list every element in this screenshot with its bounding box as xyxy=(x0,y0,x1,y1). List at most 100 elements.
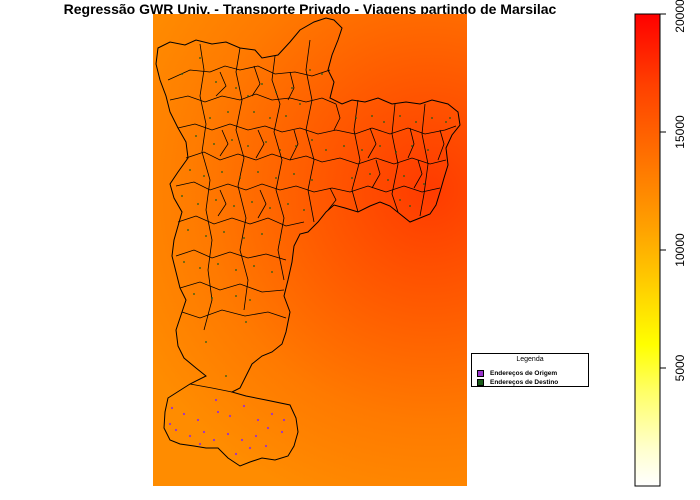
origin-point xyxy=(254,434,258,438)
destination-point xyxy=(205,235,207,237)
destination-point xyxy=(369,173,371,175)
destination-point xyxy=(251,201,253,203)
origin-point xyxy=(226,432,230,436)
colorbar-tick-label: 5000 xyxy=(673,354,687,381)
gwr-surface-raster xyxy=(153,14,467,486)
origin-point xyxy=(270,412,274,416)
origin-points xyxy=(168,398,286,456)
legend-title: Legenda xyxy=(516,356,544,363)
destination-point xyxy=(311,179,313,181)
legend: Legenda Endereços de Origem Endereços de… xyxy=(471,353,589,387)
city-boundary xyxy=(155,17,461,467)
destination-point xyxy=(265,141,267,143)
origin-point xyxy=(214,398,218,402)
destination-point xyxy=(293,173,295,175)
destination-point xyxy=(395,151,397,153)
destination-point xyxy=(197,203,199,205)
destination-point xyxy=(399,199,401,201)
colorbar-tick-label: 20000 xyxy=(673,0,687,33)
destination-point xyxy=(249,299,251,301)
destination-point xyxy=(199,57,201,59)
destination-point xyxy=(189,169,191,171)
destination-point xyxy=(271,271,273,273)
origin-point xyxy=(182,412,186,416)
destination-point xyxy=(427,149,429,151)
origin-point xyxy=(212,438,216,442)
destination-point xyxy=(187,229,189,231)
colorbar-tick-labels: 5000 10000 15000 20000 xyxy=(673,0,687,381)
destination-point xyxy=(411,145,413,147)
destination-point xyxy=(409,205,411,207)
destination-point xyxy=(275,91,277,93)
origin-point xyxy=(264,444,268,448)
legend-item-destination: Endereços de Destino xyxy=(477,378,558,386)
destination-point xyxy=(431,117,433,119)
colorbar-ticks xyxy=(660,13,666,369)
destination-point xyxy=(209,117,211,119)
origin-point xyxy=(240,438,244,442)
origin-point xyxy=(242,404,246,408)
destination-point xyxy=(279,149,281,151)
origin-point xyxy=(202,430,206,434)
destination-point xyxy=(233,205,235,207)
destination-point xyxy=(269,207,271,209)
origin-point xyxy=(248,446,252,450)
origin-point xyxy=(198,442,202,446)
destination-point xyxy=(321,73,323,75)
origin-point xyxy=(266,426,270,430)
origin-point xyxy=(216,410,220,414)
colorbar-gradient xyxy=(634,13,661,487)
colorbar-tick-label: 10000 xyxy=(673,233,687,267)
origin-point xyxy=(174,428,178,432)
legend-item-origin: Endereços de Origem xyxy=(477,369,557,377)
destination-point xyxy=(311,139,313,141)
destination-point xyxy=(399,115,401,117)
destination-point xyxy=(235,295,237,297)
destination-point xyxy=(371,115,373,117)
origin-point xyxy=(170,406,174,410)
destination-point xyxy=(217,263,219,265)
destination-point xyxy=(203,175,205,177)
destination-point xyxy=(215,81,217,83)
origin-point xyxy=(168,422,172,426)
destination-point xyxy=(261,233,263,235)
legend-swatch-destination xyxy=(477,378,484,386)
destination-point xyxy=(221,171,223,173)
origin-point xyxy=(256,418,260,422)
destination-point xyxy=(253,111,255,113)
destination-point xyxy=(199,267,201,269)
destination-point xyxy=(351,177,353,179)
map-title: Regressão GWR Univ. - Transporte Privado… xyxy=(63,1,557,17)
colorbar-tick-label: 15000 xyxy=(673,115,687,149)
destination-point xyxy=(243,237,245,239)
destination-point xyxy=(181,195,183,197)
origin-point xyxy=(280,430,284,434)
destination-point xyxy=(193,293,195,295)
destination-point xyxy=(285,115,287,117)
origin-point xyxy=(188,434,192,438)
destination-point xyxy=(245,321,247,323)
destination-point xyxy=(325,149,327,151)
destination-point xyxy=(223,231,225,233)
destination-point xyxy=(227,111,229,113)
destination-point xyxy=(195,135,197,137)
destination-point xyxy=(415,121,417,123)
destination-point xyxy=(303,209,305,211)
destination-point xyxy=(215,199,217,201)
destination-point xyxy=(235,87,237,89)
legend-swatch-origin xyxy=(477,369,484,377)
legend-label-destination: Endereços de Destino xyxy=(490,378,559,386)
destination-point xyxy=(379,145,381,147)
destination-point xyxy=(361,149,363,151)
destination-point xyxy=(247,95,249,97)
destination-point xyxy=(247,145,249,147)
destination-point xyxy=(383,121,385,123)
destination-point xyxy=(287,203,289,205)
destination-point xyxy=(183,261,185,263)
destination-point xyxy=(387,179,389,181)
destination-point xyxy=(403,175,405,177)
origin-point xyxy=(282,418,286,422)
destination-point xyxy=(423,183,425,185)
destination-point xyxy=(309,69,311,71)
